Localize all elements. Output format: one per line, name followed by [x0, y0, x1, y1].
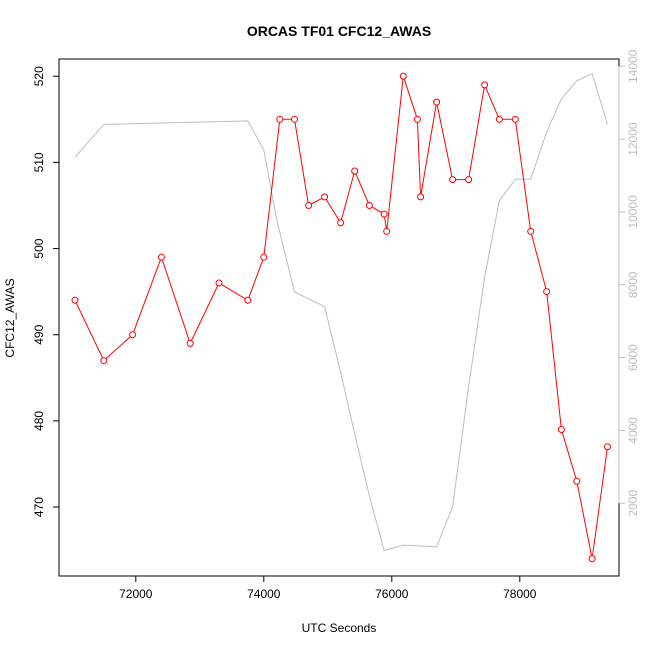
cfc12-series-point — [413, 115, 421, 123]
y-axis-left: 470 480 490 500 510 520 — [32, 66, 60, 517]
cfc12-series-point — [337, 219, 345, 227]
cfc12-series-point — [383, 227, 391, 235]
cfc12-series-point — [399, 72, 407, 80]
x-tick-label: 78000 — [503, 587, 537, 601]
y2-tick-label: 14000 — [626, 49, 640, 83]
cfc12-series-point — [157, 253, 165, 261]
y2-tick-label: 2000 — [626, 490, 640, 517]
cfc12-series-point — [215, 279, 223, 287]
cfc12-series-point — [71, 296, 79, 304]
y2-tick-label: 4000 — [626, 417, 640, 444]
cfc12-series-point — [557, 426, 565, 434]
x-axis: 72000 74000 76000 78000 — [119, 575, 537, 601]
x-tick-label: 74000 — [247, 587, 281, 601]
cfc12-series-point — [573, 477, 581, 485]
y-tick-label: 480 — [32, 411, 46, 431]
cfc12-series-point — [186, 339, 194, 347]
cfc12-series-point — [588, 555, 596, 563]
cfc12-series-point — [465, 176, 473, 184]
cfc12-series-point — [276, 115, 284, 123]
y2-tick-label: 12000 — [626, 122, 640, 156]
y-tick-label: 500 — [32, 238, 46, 258]
cfc12-series-point — [433, 98, 441, 106]
cfc12-series-point — [100, 357, 108, 365]
plot-area-frame — [58, 58, 620, 577]
x-axis-label: UTC Seconds — [302, 621, 377, 635]
cfc12-series-point — [244, 296, 252, 304]
cfc12-series-point — [291, 115, 299, 123]
cfc12-series-point — [129, 331, 137, 339]
y-axis-label: CFC12_AWAS — [3, 278, 17, 357]
chart-title: ORCAS TF01 CFC12_AWAS — [247, 23, 431, 39]
cfc12-series-line — [74, 76, 608, 559]
cfc12-series-point — [527, 227, 535, 235]
cfc12-series-point — [511, 115, 519, 123]
cfc12-series-point — [321, 193, 329, 201]
x-tick-label: 76000 — [375, 587, 409, 601]
altitude-series-line — [74, 72, 608, 552]
y2-tick-label: 8000 — [626, 271, 640, 298]
cfc12-series-point — [543, 288, 551, 296]
cfc12-series-point — [305, 201, 313, 209]
cfc12-series-point — [260, 253, 268, 261]
cfc12-series-point — [380, 210, 388, 218]
cfc12-series-point — [351, 167, 359, 175]
cfc12-series-point — [495, 115, 503, 123]
x-tick-label: 72000 — [119, 587, 153, 601]
y-tick-label: 470 — [32, 497, 46, 517]
y-tick-label: 520 — [32, 66, 46, 86]
y-tick-label: 510 — [32, 152, 46, 172]
cfc12-series-point — [365, 201, 373, 209]
cfc12-series-point — [481, 81, 489, 89]
y2-tick-label: 6000 — [626, 344, 640, 371]
y2-tick-label: 10000 — [626, 195, 640, 229]
y-tick-label: 490 — [32, 324, 46, 344]
series-layer — [71, 72, 611, 563]
cfc12-series-point — [417, 193, 425, 201]
cfc12-series-point — [449, 176, 457, 184]
y-axis-right: 2000 4000 6000 8000 10000 12000 14000 — [618, 49, 640, 517]
cfc12-series-point — [603, 443, 611, 451]
